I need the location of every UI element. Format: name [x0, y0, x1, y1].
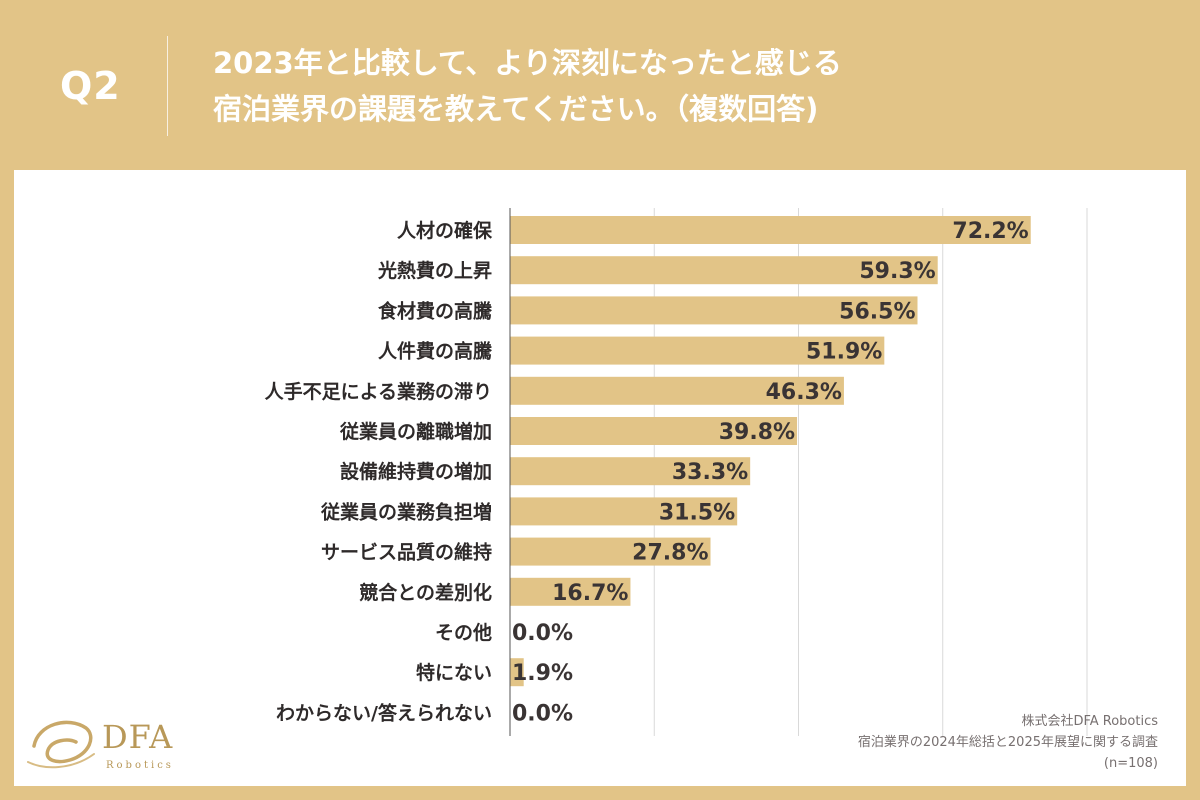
- logo-name: DFA: [102, 718, 174, 756]
- credit-company: 株式会社DFA Robotics: [1021, 714, 1158, 729]
- category-label-11: 特にない: [416, 662, 492, 684]
- bar-5: [510, 417, 798, 445]
- category-label-9: 競合との差別化: [359, 581, 492, 604]
- value-label-8: 27.8%: [632, 541, 708, 566]
- value-label-1: 59.3%: [859, 259, 935, 284]
- value-label-12: 0.0%: [512, 701, 573, 726]
- category-label-12: わからない/答えられない: [276, 701, 492, 724]
- category-label-4: 人手不足による業務の滞り: [265, 380, 492, 403]
- category-label-2: 食材費の高騰: [378, 299, 493, 322]
- bar-chart: 人材の確保 72.2% 光熱費の上昇 59.3% 食材費の高騰 56.5% 人件費の高騰 51…: [265, 208, 1088, 736]
- bar-3: [510, 336, 885, 365]
- value-label-7: 31.5%: [659, 500, 735, 525]
- category-label-5: 従業員の離職増加: [339, 420, 492, 443]
- bar-8: [510, 537, 711, 566]
- label-layer: 人材の確保 72.2% 光熱費の上昇 59.3% 食材費の高騰 56.5% 人件費の高騰 51…: [265, 208, 1029, 736]
- chart-panel: 人材の確保 72.2% 光熱費の上昇 59.3% 食材費の高騰 56.5% 人件費の高騰 51…: [14, 170, 1186, 786]
- header-divider: [167, 36, 168, 136]
- value-label-5: 39.8%: [719, 420, 795, 445]
- dfa-logo-mark-icon: [27, 720, 95, 769]
- bar-9: [510, 577, 631, 606]
- bar-layer: [510, 216, 1031, 687]
- header: Q2 2023年と比較して、より深刻になったと感じる 宿泊業界の課題を教えてくだ…: [0, 0, 1200, 170]
- bar-1: [510, 256, 938, 285]
- category-label-10: その他: [435, 621, 492, 644]
- dfa-logo: DFA Robotics: [24, 710, 194, 780]
- bar-0: [510, 216, 1031, 244]
- category-label-0: 人材の確保: [397, 219, 493, 242]
- value-label-11: 1.9%: [512, 661, 573, 686]
- question-title-line-1: 2023年と比較して、より深刻になったと感じる: [213, 46, 842, 80]
- bar-11: [510, 658, 524, 687]
- category-label-6: 設備維持費の増加: [340, 460, 492, 483]
- value-label-2: 56.5%: [839, 299, 915, 324]
- bar-4: [510, 376, 844, 405]
- credit-survey: 宿泊業界の2024年総括と2025年展望に関する調査: [857, 735, 1158, 750]
- question-title: 2023年と比較して、より深刻になったと感じる 宿泊業界の課題を教えてください。…: [213, 40, 842, 132]
- category-label-7: 従業員の業務負担増: [320, 500, 492, 523]
- question-title-line-2: 宿泊業界の課題を教えてください。（複数回答): [213, 92, 819, 126]
- bar-2: [510, 296, 918, 325]
- value-label-4: 46.3%: [766, 380, 842, 405]
- value-label-3: 51.9%: [806, 340, 882, 365]
- question-number: Q2: [60, 64, 121, 108]
- value-label-6: 33.3%: [672, 460, 748, 485]
- bar-6: [510, 457, 751, 486]
- credit-sample: (n=108): [1103, 756, 1158, 771]
- logo-subtitle: Robotics: [106, 760, 174, 771]
- value-label-10: 0.0%: [512, 621, 573, 646]
- value-label-9: 16.7%: [552, 581, 628, 606]
- category-label-8: サービス品質の維持: [321, 541, 492, 564]
- value-label-0: 72.2%: [952, 219, 1028, 244]
- bar-7: [510, 497, 738, 526]
- credits: 株式会社DFA Robotics 宿泊業界の2024年総括と2025年展望に関す…: [858, 711, 1158, 774]
- category-label-3: 人件費の高騰: [378, 340, 493, 363]
- category-label-1: 光熱費の上昇: [377, 259, 492, 282]
